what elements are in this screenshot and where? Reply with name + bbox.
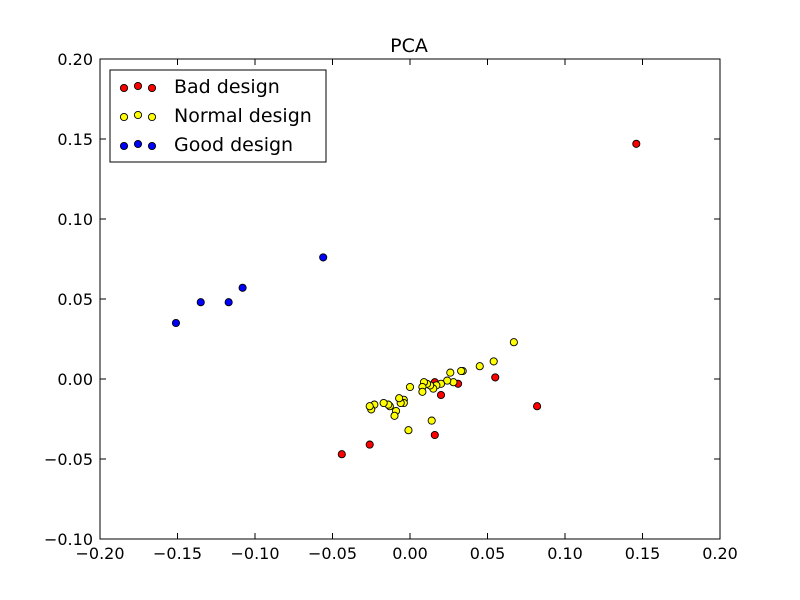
x-tick-label: 0.00 — [392, 544, 428, 563]
data-point-good-design — [238, 283, 247, 292]
legend-label: Good design — [174, 134, 293, 156]
legend-marker — [133, 139, 143, 149]
data-point-good-design — [196, 298, 205, 307]
x-tick-label: −0.05 — [308, 544, 357, 563]
x-tick-label: 0.10 — [547, 544, 583, 563]
data-point-normal-design — [427, 416, 436, 425]
legend-label: Normal design — [174, 105, 312, 127]
legend-marker — [119, 83, 129, 93]
legend-marker — [147, 83, 157, 93]
data-point-normal-design — [457, 366, 466, 376]
x-tick-label: 0.05 — [470, 544, 506, 563]
axes: −0.20 −0.15 −0.10 −0.05 0.00 0.05 0.10 0.15 0.20… — [44, 50, 738, 563]
data-point-bad-design — [436, 390, 446, 400]
data-point-bad-design — [491, 373, 500, 382]
legend-marker — [147, 112, 157, 122]
data-point-bad-design — [365, 440, 374, 449]
x-tick-label: 0.20 — [702, 544, 738, 563]
data-point-normal-design — [509, 338, 518, 347]
data-point-normal-design — [379, 398, 388, 408]
data-point-normal-design — [395, 394, 404, 403]
data-point-bad-design — [632, 139, 641, 148]
data-point-bad-design — [430, 430, 439, 440]
x-tick-label: −0.20 — [75, 544, 124, 563]
data-point-bad-design — [337, 450, 346, 459]
legend-label: Bad design — [174, 76, 280, 98]
data-point-bad-design — [533, 402, 542, 411]
data-point-normal-design — [475, 362, 484, 371]
data-point-good-design — [224, 298, 233, 307]
x-tick-label: 0.15 — [625, 544, 661, 563]
y-tick-label: 0.05 — [57, 290, 93, 309]
plot-area — [171, 139, 641, 459]
data-point-normal-design — [390, 411, 399, 420]
legend: Bad design Normal design Good design — [109, 69, 327, 163]
y-tick-label: 0.10 — [57, 210, 93, 229]
x-tick-label: −0.10 — [230, 544, 279, 563]
y-tick-label: 0.15 — [57, 130, 93, 149]
data-point-normal-design — [443, 376, 452, 385]
data-point-normal-design — [365, 402, 374, 411]
y-tick-label: 0.00 — [57, 370, 93, 389]
legend-marker — [119, 141, 129, 151]
data-point-good-design — [319, 253, 328, 262]
data-point-normal-design — [489, 357, 498, 366]
data-point-normal-design — [404, 426, 413, 435]
data-point-normal-design — [405, 382, 415, 392]
data-point-good-design — [171, 318, 180, 328]
x-tick-label: −0.15 — [153, 544, 202, 563]
y-tick-label: 0.20 — [57, 50, 93, 69]
legend-marker — [133, 110, 143, 120]
y-tick-label: −0.10 — [44, 530, 93, 549]
data-point-normal-design — [418, 387, 427, 396]
y-tick-label: −0.05 — [44, 450, 93, 469]
legend-marker — [147, 141, 157, 151]
legend-marker — [119, 112, 129, 122]
chart-title: PCA — [390, 35, 428, 57]
legend-box — [109, 69, 327, 163]
data-point-normal-design — [446, 368, 455, 377]
legend-marker — [133, 81, 143, 91]
